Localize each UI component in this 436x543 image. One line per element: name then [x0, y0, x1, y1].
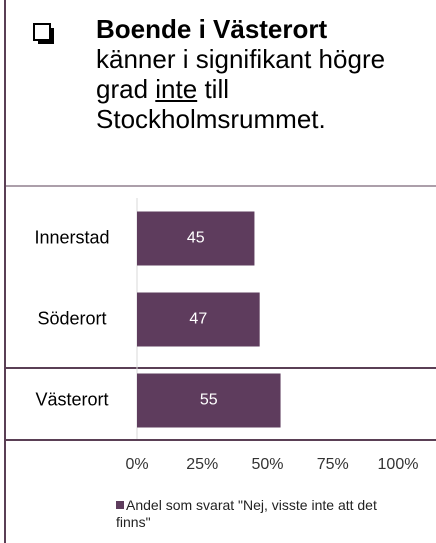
heading: Boende i Västerort känner i signifikant h…: [96, 14, 426, 134]
legend-label: Andel som svarat "Nej, visste inte att d…: [116, 497, 377, 530]
x-tick-label: 50%: [251, 456, 283, 473]
value-label: 47: [189, 311, 207, 328]
heading-text: känner i signifikant högre grad: [96, 44, 386, 104]
legend-swatch: [116, 501, 124, 509]
heading-text: till Stockholmsrummet.: [96, 74, 326, 134]
x-tick-label: 25%: [186, 456, 218, 473]
bar: [137, 292, 260, 347]
category-label: Söderort: [37, 308, 106, 328]
x-tick-label: 75%: [317, 456, 349, 473]
value-label: 45: [187, 230, 205, 247]
value-label: 55: [200, 392, 218, 409]
bar: [137, 211, 255, 266]
heading-underlined: inte: [155, 74, 198, 104]
category-label: Innerstad: [34, 227, 109, 247]
checkbox-icon: [33, 23, 54, 44]
legend: Andel som svarat "Nej, visste inte att d…: [116, 497, 406, 531]
heading-bold: Boende i Västerort: [96, 14, 328, 44]
x-tick-label: 0%: [125, 456, 148, 473]
x-tick-label: 100%: [378, 456, 419, 473]
bar: [137, 373, 281, 428]
category-label: Västerort: [35, 389, 108, 409]
